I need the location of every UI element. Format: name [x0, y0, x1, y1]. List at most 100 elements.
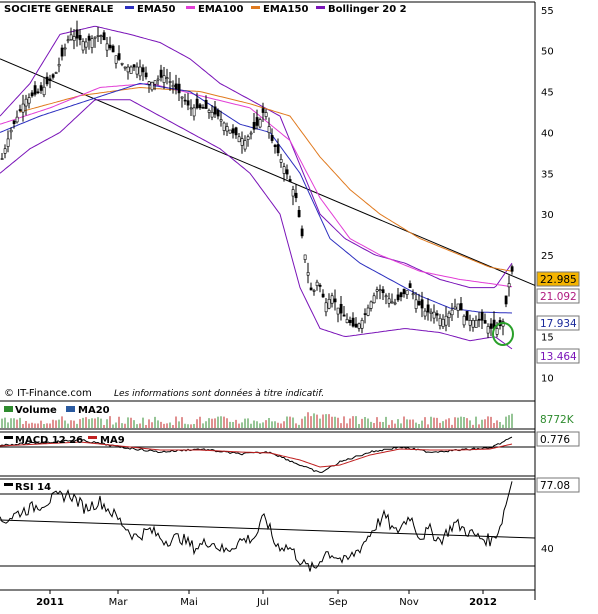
candle-body — [198, 104, 202, 109]
candle-body — [378, 289, 382, 291]
candle-body — [18, 109, 22, 111]
candle-body — [60, 47, 64, 57]
candle-body — [27, 97, 31, 104]
rsi-line — [0, 481, 513, 572]
last-value-volume: 8772K — [540, 414, 575, 426]
x-axis: 2011 Mar Mai Jul Sep Nov 2012 — [36, 590, 497, 608]
candle-body — [420, 299, 424, 309]
candle-body — [432, 311, 436, 319]
candle-body — [306, 272, 310, 276]
candle-body — [270, 135, 274, 141]
ema100-line — [0, 82, 513, 288]
candle-body — [0, 158, 4, 160]
x-tick-label: 2012 — [469, 597, 497, 608]
candle-body — [153, 80, 157, 85]
candle-body — [48, 78, 52, 81]
volume-panel: Volume MA20 8772K — [0, 400, 575, 430]
candle-body — [129, 66, 133, 74]
candle-body — [285, 169, 289, 175]
candle-body — [294, 192, 298, 199]
y-tick-label: 40 — [541, 128, 554, 139]
candle-body — [30, 92, 34, 97]
candle-body — [75, 29, 79, 39]
candle-body — [51, 74, 55, 78]
x-tick-label: Mai — [180, 597, 198, 608]
candle-body — [468, 320, 472, 326]
candle-body — [276, 144, 280, 154]
candle-body — [342, 314, 346, 317]
candle-body — [261, 108, 265, 113]
candle-body — [132, 64, 136, 68]
disclaimer: Les informations sont données à titre in… — [114, 388, 324, 399]
highlight-circle — [492, 322, 514, 346]
candle-body — [462, 315, 466, 326]
candle-body — [402, 288, 406, 295]
candle-body — [162, 75, 166, 83]
candle-body — [210, 111, 214, 118]
x-tick-label: Mar — [109, 597, 129, 608]
legend-swatch-bollinger — [316, 6, 325, 9]
candle-body — [42, 86, 46, 96]
candle-body — [489, 323, 493, 329]
candle-body — [336, 307, 340, 315]
candle-body — [339, 303, 343, 314]
x-tick-label: Nov — [399, 597, 419, 608]
candle-body — [207, 110, 211, 113]
candle-body — [405, 290, 409, 295]
y-tick-label: 45 — [541, 88, 554, 99]
candle-body — [396, 294, 400, 301]
candle-body — [252, 122, 256, 130]
candle-body — [222, 122, 226, 131]
legend-label-rsi: RSI 14 — [15, 482, 51, 493]
y-tick-label: 25 — [541, 251, 554, 262]
candle-body — [258, 119, 262, 128]
candle-body — [102, 32, 106, 41]
candle-body — [426, 304, 430, 313]
legend-label-ma9: MA9 — [100, 435, 125, 446]
candle-body — [3, 148, 7, 154]
candle-body — [156, 78, 160, 81]
candle-body — [369, 301, 373, 309]
candle-body — [231, 128, 235, 134]
candle-body — [174, 83, 178, 90]
candle-body — [243, 140, 247, 150]
candle-body — [228, 129, 232, 134]
last-value-ema100: 21.092 — [540, 291, 577, 303]
candle-body — [36, 91, 40, 94]
candle-body — [486, 326, 490, 334]
candle-body — [417, 301, 421, 306]
candle-body — [150, 81, 154, 91]
ema50-line — [0, 82, 513, 314]
candle-body — [453, 306, 457, 310]
candle-body — [504, 295, 508, 305]
last-value-labels: 22.985 21.092 17.934 13.464 — [536, 271, 580, 364]
candle-body — [471, 320, 475, 328]
candle-body — [291, 189, 295, 197]
candle-body — [480, 311, 484, 321]
candle-body — [138, 66, 142, 77]
candle-body — [24, 98, 28, 107]
candle-body — [357, 323, 361, 329]
candle-body — [483, 320, 487, 324]
candle-body — [474, 320, 478, 328]
candle-body — [135, 66, 139, 75]
candle-body — [312, 290, 316, 292]
candle-body — [456, 303, 460, 311]
candle-body — [159, 69, 163, 78]
candle-body — [234, 127, 238, 136]
legend-swatch-volume — [4, 406, 13, 412]
candle-body — [183, 99, 187, 102]
last-value-box-bollinger — [536, 348, 580, 364]
candle-body — [372, 295, 376, 304]
candle-body — [279, 159, 283, 163]
candle-body — [387, 298, 391, 304]
candle-body — [168, 81, 172, 83]
candle-body — [288, 179, 292, 182]
candle-body — [354, 323, 358, 328]
candle-body — [237, 136, 241, 143]
candle-body — [105, 43, 109, 51]
candle-body — [96, 35, 100, 37]
candle-body — [300, 228, 304, 237]
candle-body — [99, 35, 103, 38]
